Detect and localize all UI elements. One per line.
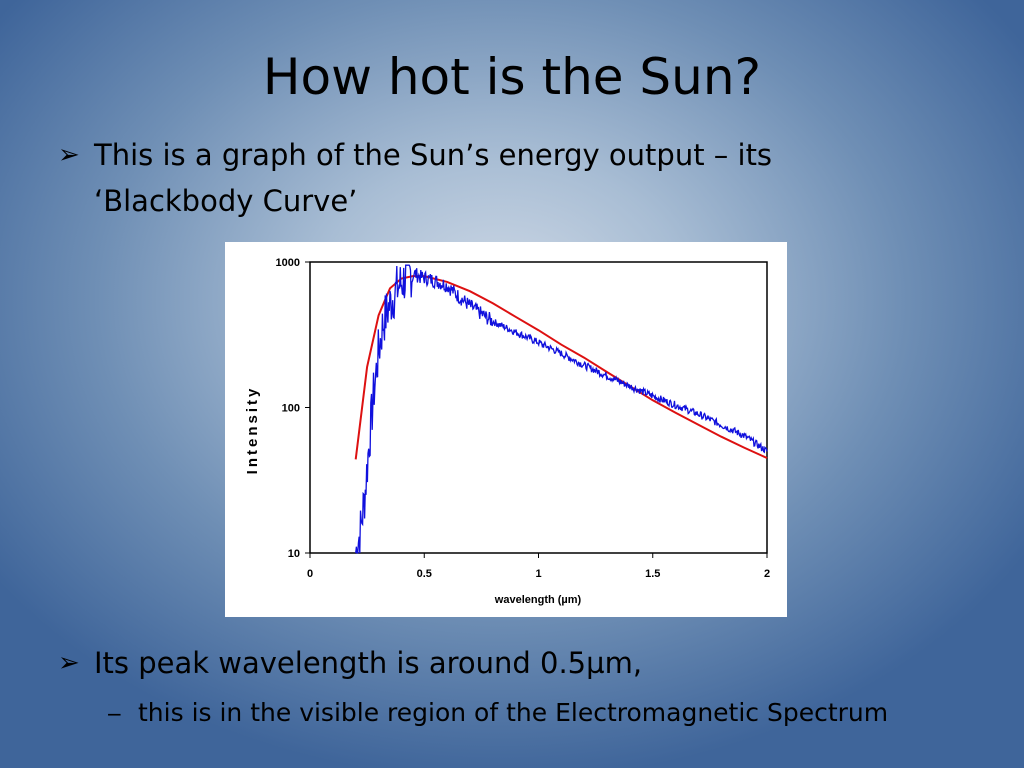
bullet-peak-wavelength: ➢ Its peak wavelength is around 0.5µm,: [58, 640, 958, 686]
x-axis-label: wavelength (µm): [494, 594, 582, 606]
sub-bullet-text: this is in the visible region of the Ele…: [138, 698, 889, 727]
y-tick-label: 10: [288, 548, 300, 560]
slide-title: How hot is the Sun?: [262, 48, 762, 106]
chart-svg: 0 0.5 1 1.5 2 10 100 1000 Intensity wavelength …: [244, 257, 770, 606]
y-axis-label: Intensity: [244, 386, 261, 475]
y-tick-label: 1000: [276, 257, 300, 269]
y-tick-label: 100: [282, 403, 300, 415]
plot-frame: [309, 261, 768, 554]
x-tick-label: 1: [535, 568, 541, 580]
measured-spectrum-curve: [355, 264, 768, 554]
bullet-text: Its peak wavelength is around 0.5µm,: [94, 646, 643, 680]
sub-bullet-visible-region: − this is in the visible region of the El…: [106, 698, 888, 727]
arrow-bullet-icon: ➢: [58, 140, 80, 170]
x-tick-label: 2: [764, 568, 770, 580]
arrow-bullet-icon: ➢: [58, 648, 80, 678]
bullet-text: This is a graph of the Sun’s energy outp…: [94, 138, 773, 218]
x-tick-label: 1.5: [645, 568, 660, 580]
x-tick-label: 0: [307, 568, 313, 580]
x-tick-label: 0.5: [417, 568, 432, 580]
dash-bullet-icon: −: [106, 702, 123, 726]
bullet-energy-output: ➢ This is a graph of the Sun’s energy out…: [58, 132, 958, 224]
blackbody-chart: 0 0.5 1 1.5 2 10 100 1000 Intensity wavelength …: [225, 242, 787, 617]
blackbody-curve: [354, 275, 768, 460]
